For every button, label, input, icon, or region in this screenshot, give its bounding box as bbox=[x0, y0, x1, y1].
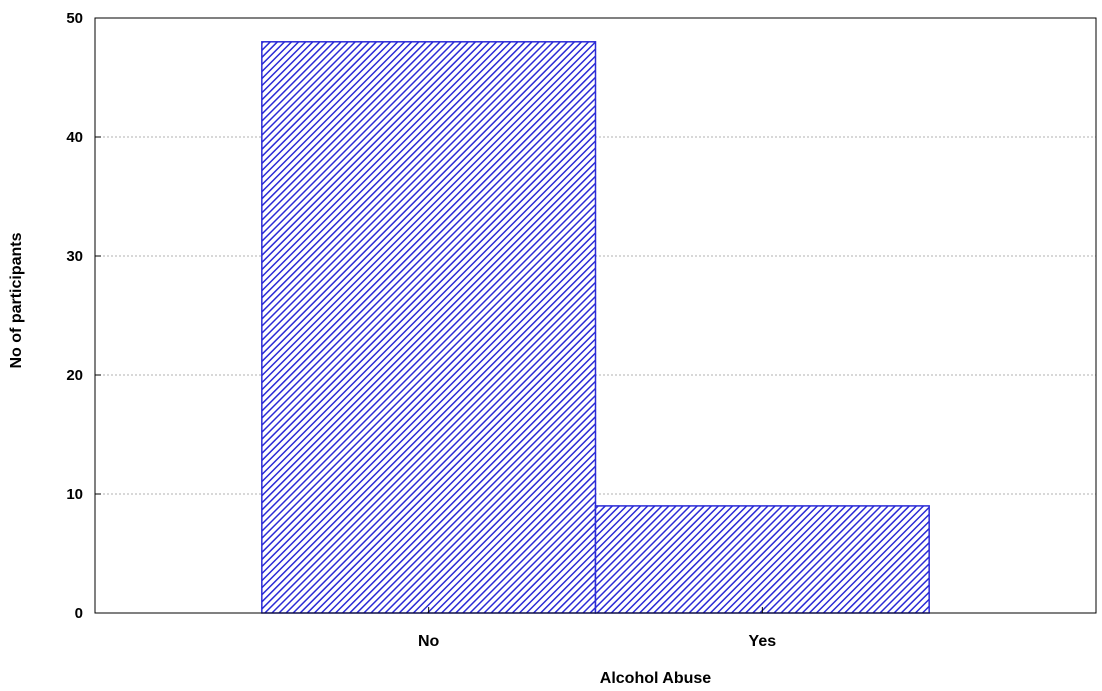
y-tick-label: 0 bbox=[75, 605, 83, 622]
y-tick-label: 30 bbox=[66, 248, 83, 265]
bar-no bbox=[261, 41, 597, 614]
y-tick-label: 50 bbox=[66, 10, 83, 27]
x-category-label: No bbox=[418, 633, 440, 650]
x-category-label: Yes bbox=[749, 633, 777, 650]
y-tick-label: 40 bbox=[66, 129, 83, 146]
y-axis: 0 10 20 30 40 50 bbox=[66, 10, 101, 622]
y-axis-title: No of participants bbox=[8, 232, 25, 368]
y-tick-label: 20 bbox=[66, 367, 83, 384]
bars bbox=[261, 41, 930, 614]
x-axis: No Yes bbox=[418, 607, 776, 650]
y-tick-label: 10 bbox=[66, 486, 83, 503]
x-axis-title: Alcohol Abuse bbox=[600, 670, 712, 687]
plot-area-frame bbox=[94, 17, 1097, 614]
bar-yes bbox=[594, 505, 930, 614]
